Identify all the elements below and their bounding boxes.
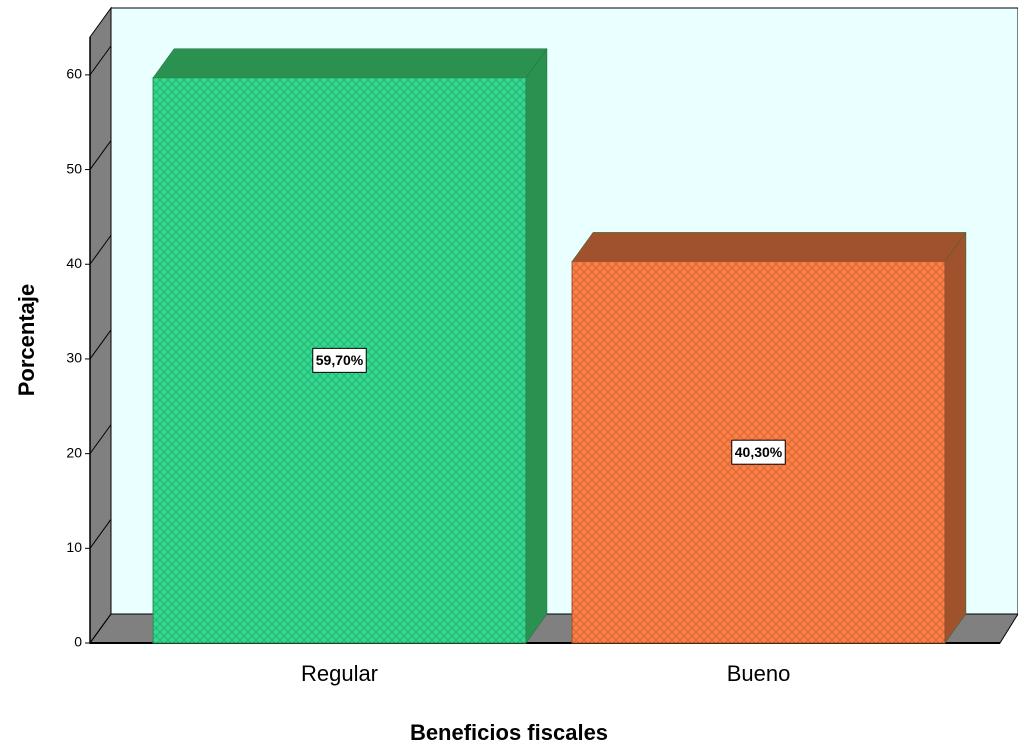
x-tick-label: Bueno (727, 661, 791, 686)
value-label-box (312, 347, 367, 373)
y-tick-label: 50 (66, 160, 82, 176)
bar-side (525, 47, 548, 644)
left-wall (89, 6, 112, 645)
y-tick-line (89, 424, 112, 454)
value-label-box (731, 439, 786, 465)
x-tick-label: Regular (301, 661, 378, 686)
y-tick-line (89, 234, 112, 265)
y-tick-line (89, 329, 112, 360)
y-tick-label: 20 (66, 444, 82, 460)
y-tick-label: 30 (66, 350, 82, 366)
bar-top (571, 232, 967, 262)
y-tick-label: 40 (66, 255, 82, 271)
y-tick-label: 10 (66, 539, 82, 555)
value-label: 40,30% (735, 444, 783, 460)
y-tick-line (89, 519, 112, 549)
y-tick-label: 60 (66, 66, 82, 82)
y-tick-line (89, 613, 112, 644)
bar-side (944, 231, 967, 644)
y-axis-title: Porcentaje (14, 284, 39, 397)
y-tick-label: 0 (74, 634, 82, 650)
value-label: 59,70% (316, 352, 364, 368)
y-tick-line (89, 140, 112, 170)
bar-top (152, 48, 548, 78)
x-axis-title: Beneficios fiscales (410, 720, 608, 745)
y-tick-line (89, 45, 112, 76)
